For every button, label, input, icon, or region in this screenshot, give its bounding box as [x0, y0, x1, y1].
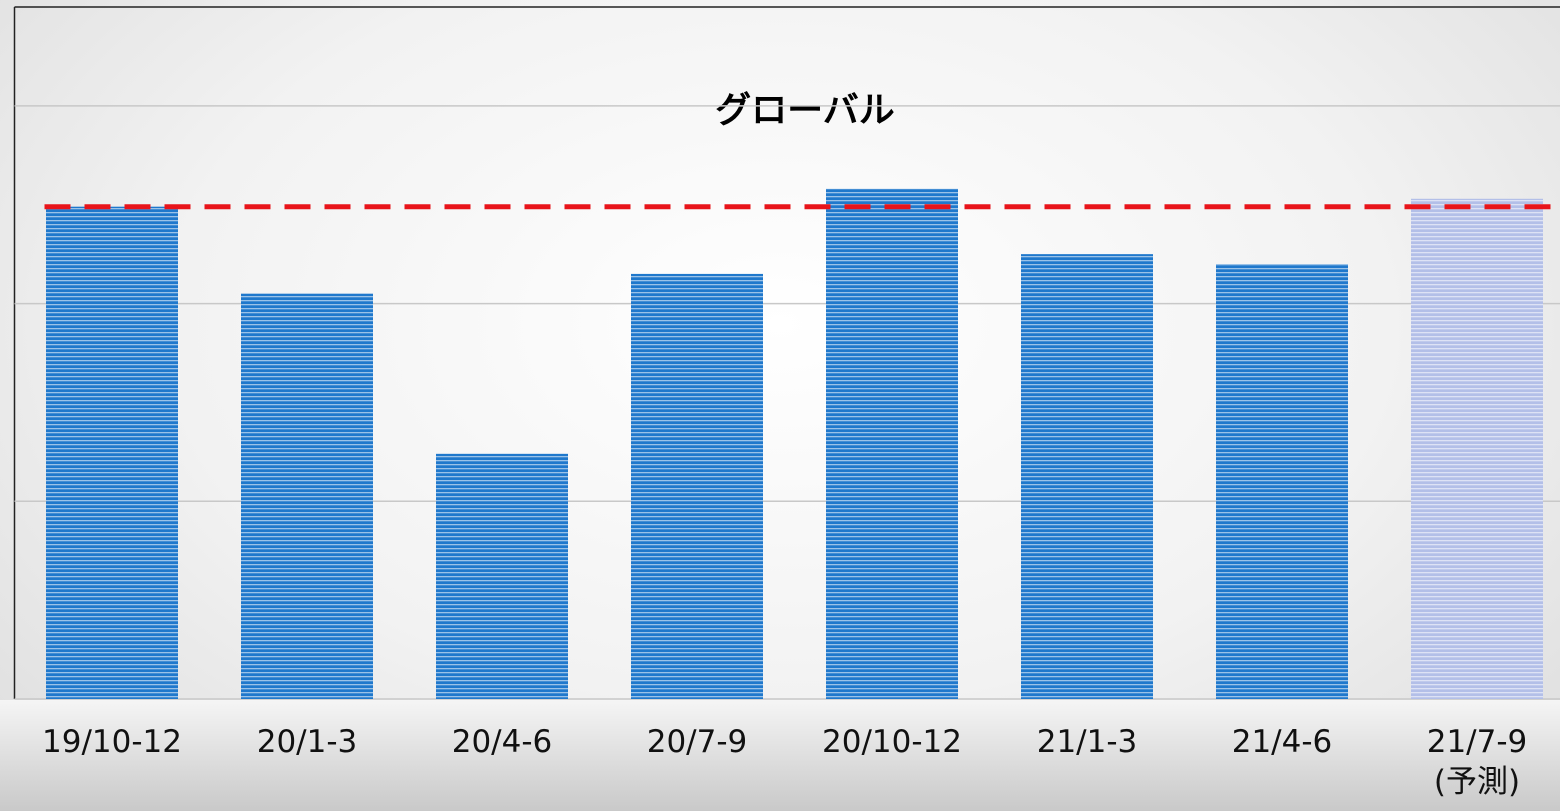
bar-stripes [241, 293, 373, 699]
bar-stripes [46, 206, 178, 700]
chart-title: グローバル [715, 90, 895, 131]
x-tick-label: 20/10-12 [822, 724, 962, 760]
bar-stripes [1216, 264, 1348, 699]
x-tick-label: 19/10-12 [42, 724, 182, 760]
x-tick-label: 20/1-3 [256, 724, 358, 760]
x-tick-label: 21/4-6 [1231, 724, 1333, 760]
x-tick-label: 21/7-9 (予測) [1426, 724, 1528, 800]
bar-stripes [826, 188, 958, 699]
bar-stripes [1411, 198, 1543, 700]
x-tick-label: 20/7-9 [646, 724, 748, 760]
axis-band [0, 700, 1560, 811]
x-tick-label: 21/1-3 [1036, 724, 1138, 760]
bar-stripes [436, 453, 568, 699]
bar-stripes [631, 273, 763, 699]
x-tick-label: 20/4-6 [451, 724, 553, 760]
bar-stripes [1021, 254, 1153, 699]
